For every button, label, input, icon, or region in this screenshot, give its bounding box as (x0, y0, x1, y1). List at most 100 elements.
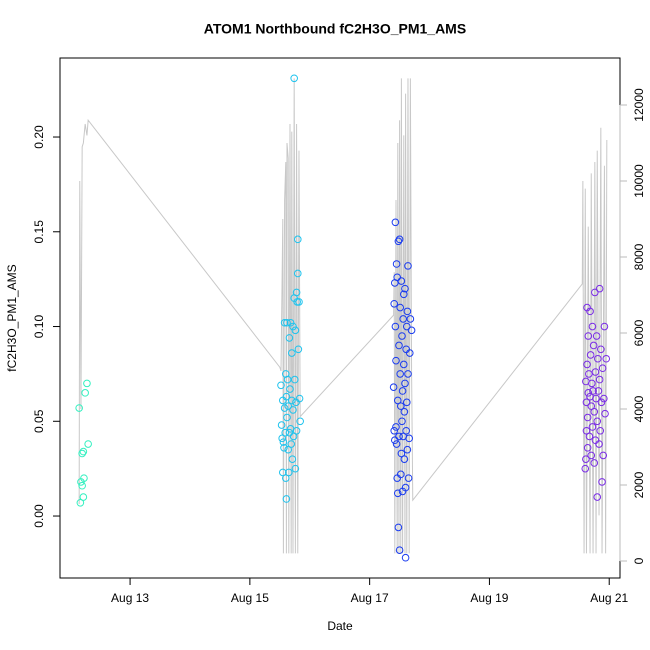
data-point (394, 237, 403, 246)
y2-tick-label: 6000 (632, 319, 646, 346)
data-point (286, 385, 294, 393)
data-point (398, 417, 406, 426)
data-point (283, 413, 291, 422)
data-point (395, 432, 403, 441)
data-point (583, 360, 591, 369)
data-point (400, 408, 409, 416)
data-point (591, 288, 599, 297)
data-point (277, 381, 285, 390)
x-tick-label: Aug 15 (231, 591, 269, 605)
data-point (289, 322, 297, 331)
y-tick-label: 0.05 (32, 409, 46, 433)
data-point (407, 326, 416, 335)
data-point (397, 277, 406, 285)
data-point (399, 360, 408, 369)
data-point (404, 262, 412, 270)
data-point (392, 423, 400, 431)
data-point (396, 303, 404, 312)
data-point (79, 493, 88, 501)
data-point (392, 260, 401, 268)
data-point (405, 349, 414, 357)
data-point (282, 495, 291, 503)
data-point (292, 288, 301, 297)
data-point (405, 434, 413, 443)
data-point (294, 345, 303, 354)
data-point (76, 498, 85, 507)
data-line (78, 78, 608, 554)
x-tick-label: Aug 13 (111, 591, 149, 605)
x-axis-label: Date (327, 619, 353, 633)
data-point (584, 332, 593, 340)
data-point (404, 370, 412, 378)
data-point (284, 402, 292, 410)
data-point (399, 315, 407, 323)
data-point (592, 394, 600, 403)
data-point (392, 356, 400, 365)
data-point (281, 474, 290, 482)
data-point (597, 398, 606, 407)
data-point (587, 402, 596, 410)
data-point (401, 483, 410, 492)
data-point (582, 398, 591, 407)
data-point (586, 351, 595, 359)
data-point (398, 387, 407, 395)
data-point (582, 455, 590, 463)
data-point (389, 383, 398, 391)
data-point (280, 444, 288, 452)
data-point (287, 349, 296, 357)
data-point (582, 426, 591, 435)
x-tick-label: Aug 19 (470, 591, 508, 605)
data-point (595, 375, 604, 384)
y2-tick-label: 8000 (632, 243, 646, 270)
data-point (288, 455, 297, 463)
data-point (79, 447, 88, 456)
data-point (285, 334, 294, 342)
y2-tick-label: 12000 (632, 88, 646, 122)
data-point (291, 464, 300, 473)
data-point (293, 269, 302, 278)
data-point (290, 375, 299, 384)
data-point (581, 464, 590, 473)
data-point (593, 493, 602, 501)
data-point (287, 440, 295, 448)
data-point (392, 440, 401, 448)
data-point (81, 389, 89, 397)
data-point (281, 428, 289, 437)
data-point (584, 389, 593, 397)
y-tick-label: 0.00 (32, 504, 46, 528)
data-point (289, 406, 297, 414)
data-point (396, 402, 405, 410)
data-point (284, 445, 292, 454)
data-point (280, 404, 289, 412)
data-point (403, 445, 412, 454)
y-tick-label: 0.10 (32, 315, 46, 339)
data-point (395, 235, 404, 244)
plot-frame (59, 57, 621, 579)
data-point (84, 440, 92, 448)
data-point (289, 432, 298, 441)
chart-title: ATOM1 Northbound fC2H3O_PM1_AMS (204, 21, 466, 37)
data-point (583, 413, 592, 422)
data-point (395, 546, 404, 554)
data-point (598, 478, 606, 486)
data-point (586, 307, 594, 316)
y-axis-label: fC2H3O_PM1_AMS (5, 264, 19, 371)
data-point (393, 489, 402, 498)
data-point (401, 553, 410, 562)
data-point (80, 474, 88, 482)
data-point (596, 426, 605, 435)
data-point (589, 387, 597, 395)
data-point (278, 434, 287, 443)
data-point (396, 470, 405, 479)
data-point (390, 299, 399, 308)
data-point (292, 426, 301, 435)
data-point (587, 451, 596, 460)
data-point (283, 375, 292, 384)
data-point (284, 468, 293, 477)
data-point (78, 481, 86, 490)
data-point (594, 354, 602, 363)
data-point (597, 345, 605, 354)
data-point (406, 315, 415, 323)
data-point (399, 290, 408, 299)
